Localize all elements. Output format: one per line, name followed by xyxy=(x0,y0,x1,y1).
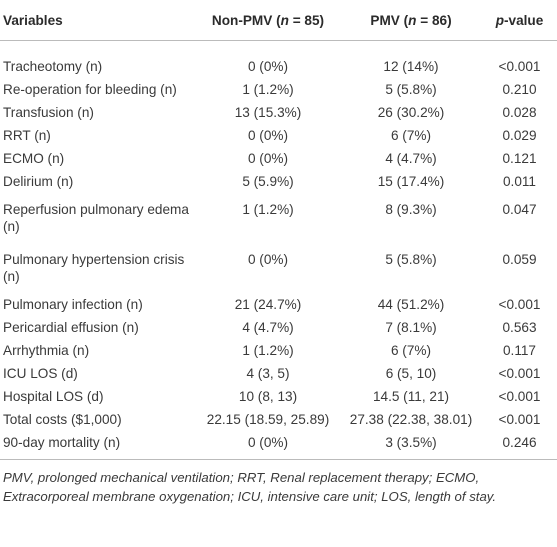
table-row: ICU LOS (d) 4 (3, 5) 6 (5, 10) <0.001 xyxy=(0,362,557,385)
cell-value: 12 (14%) xyxy=(383,59,439,74)
row-label: Hospital LOS (d) xyxy=(3,389,104,404)
cell-value: 14.5 (11, 21) xyxy=(372,389,450,404)
header-text: Non-PMV ( xyxy=(211,12,281,28)
table-row: ECMO (n) 0 (0%) 4 (4.7%) 0.121 xyxy=(0,147,557,170)
row-label: ICU LOS (d) xyxy=(3,366,78,381)
cell-value: 5 (5.8%) xyxy=(385,252,437,267)
cell-value: 0.563 xyxy=(502,320,537,335)
cell-value: 26 (30.2%) xyxy=(377,105,445,120)
table-row: Tracheotomy (n) 0 (0%) 12 (14%) <0.001 xyxy=(0,41,557,79)
header-text: p xyxy=(495,12,504,28)
row-label: Transfusion (n) xyxy=(3,105,94,120)
row-label: Pericardial effusion (n) xyxy=(3,320,139,335)
cell-value: <0.001 xyxy=(498,59,541,74)
cell-value: 0.059 xyxy=(502,252,537,267)
table-row: Reperfusion pulmonary edema (n) 1 (1.2%) 8… xyxy=(0,193,557,243)
cell-value: 0 (0%) xyxy=(196,431,340,460)
cell-value: 0.246 xyxy=(482,431,557,460)
table-row: Arrhythmia (n) 1 (1.2%) 6 (7%) 0.117 xyxy=(0,339,557,362)
cell-value: 1 (1.2%) xyxy=(242,202,294,217)
cell-value: 4 (4.7%) xyxy=(385,151,437,166)
table-row: Pulmonary hypertension crisis (n) 0 (0%) 5… xyxy=(0,243,557,293)
header-text: PMV ( xyxy=(370,12,409,28)
cell-value: 10 (8, 13) xyxy=(238,389,298,404)
table-row: 90-day mortality (n) 0 (0%) 3 (3.5%) 0.246 xyxy=(0,431,557,460)
table-row: Pulmonary infection (n) 21 (24.7%) 44 (51.… xyxy=(0,293,557,316)
cell-value: 0.210 xyxy=(502,82,537,97)
cell-value: 8 (9.3%) xyxy=(385,202,437,217)
cell-value: 7 (8.1%) xyxy=(385,320,437,335)
cell-value: 6 (7%) xyxy=(390,343,432,358)
row-label: Pulmonary hypertension crisis (n) xyxy=(3,252,185,284)
cell-value: 6 (5, 10) xyxy=(385,366,437,381)
data-table: Variables Non-PMV (n = 85) PMV (n = 86) p-v… xyxy=(0,0,557,460)
cell-value: 27.38 (22.38, 38.01) xyxy=(349,412,473,427)
column-header: Non-PMV (n = 85) xyxy=(196,0,340,41)
cell-value: 5 (5.8%) xyxy=(385,82,437,97)
cell-value: 0.029 xyxy=(502,128,537,143)
table-header: Variables Non-PMV (n = 85) PMV (n = 86) p-v… xyxy=(0,0,557,41)
cell-value: 0 (0%) xyxy=(247,151,289,166)
cell-value: 0 (0%) xyxy=(247,59,289,74)
row-label: Tracheotomy (n) xyxy=(3,59,103,74)
cell-value: 4 (4.7%) xyxy=(242,320,294,335)
header-row: Variables Non-PMV (n = 85) PMV (n = 86) p-v… xyxy=(0,0,557,41)
column-header: p-value xyxy=(482,0,557,41)
header-text: n xyxy=(408,12,417,28)
row-label: Delirium (n) xyxy=(3,174,74,189)
cell-value: 4 (3, 5) xyxy=(246,366,290,381)
header-text: n xyxy=(280,12,289,28)
cell-value: <0.001 xyxy=(498,412,541,427)
cell-value: 0.117 xyxy=(502,343,536,358)
row-label: Re-operation for bleeding (n) xyxy=(3,82,177,97)
cell-value: 3 (3.5%) xyxy=(340,431,482,460)
cell-value: 44 (51.2%) xyxy=(377,297,445,312)
header-text: = 85) xyxy=(288,12,325,28)
footnote: PMV, prolonged mechanical ventilation; R… xyxy=(3,470,497,504)
cell-value: 13 (15.3%) xyxy=(234,105,302,120)
row-label: ECMO (n) xyxy=(3,151,65,166)
cell-value: <0.001 xyxy=(498,389,541,404)
cell-value: 22.15 (18.59, 25.89) xyxy=(206,412,330,427)
cell-value: 6 (7%) xyxy=(390,128,432,143)
cell-value: 15 (17.4%) xyxy=(377,174,445,189)
row-label: RRT (n) xyxy=(3,128,51,143)
row-label: Total costs ($1,000) xyxy=(3,412,122,427)
cell-value: 1 (1.2%) xyxy=(242,343,294,358)
column-header: Variables xyxy=(0,0,196,41)
row-label: Arrhythmia (n) xyxy=(3,343,90,358)
cell-value: 0.011 xyxy=(502,174,536,189)
cell-value: 1 (1.2%) xyxy=(242,82,294,97)
table-row: Pericardial effusion (n) 4 (4.7%) 7 (8.1%)… xyxy=(0,316,557,339)
cell-value: 0.028 xyxy=(502,105,537,120)
header-text: Variables xyxy=(3,12,63,28)
table-row: RRT (n) 0 (0%) 6 (7%) 0.029 xyxy=(0,124,557,147)
cell-value: 21 (24.7%) xyxy=(234,297,302,312)
row-label: Pulmonary infection (n) xyxy=(3,297,143,312)
table-body: Tracheotomy (n) 0 (0%) 12 (14%) <0.001 Re-op… xyxy=(0,41,557,460)
row-label: 90-day mortality (n) xyxy=(0,431,196,460)
header-text: = 86) xyxy=(416,12,452,28)
cell-value: 0 (0%) xyxy=(247,252,289,267)
table-row: Hospital LOS (d) 10 (8, 13) 14.5 (11, 21) <… xyxy=(0,385,557,408)
cell-value: <0.001 xyxy=(498,297,541,312)
cell-value: 0.047 xyxy=(502,202,537,217)
row-label: Reperfusion pulmonary edema (n) xyxy=(3,202,189,234)
table-row: Transfusion (n) 13 (15.3%) 26 (30.2%) 0.028 xyxy=(0,101,557,124)
table-row: Delirium (n) 5 (5.9%) 15 (17.4%) 0.011 xyxy=(0,170,557,193)
table-row: Re-operation for bleeding (n) 1 (1.2%) 5 (… xyxy=(0,78,557,101)
cell-value: 0.121 xyxy=(502,151,537,166)
cell-value: 0 (0%) xyxy=(247,128,289,143)
table-row: Total costs ($1,000) 22.15 (18.59, 25.89)… xyxy=(0,408,557,431)
header-text: -value xyxy=(504,12,544,28)
column-header: PMV (n = 86) xyxy=(340,0,482,41)
cell-value: <0.001 xyxy=(498,366,541,381)
cell-value: 5 (5.9%) xyxy=(242,174,294,189)
